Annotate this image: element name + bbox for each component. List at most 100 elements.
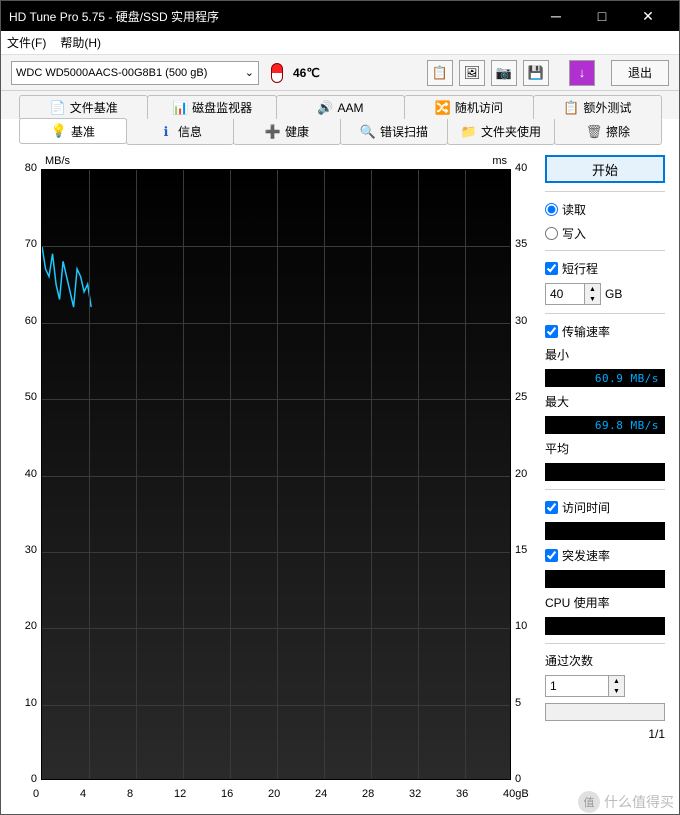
watermark-text: 什么值得买 xyxy=(604,792,674,812)
passes-label: 通过次数 xyxy=(545,652,665,669)
tab-icon: 🔊 xyxy=(318,100,334,116)
menu-file[interactable]: 文件(F) xyxy=(7,34,46,51)
upper-tab-4[interactable]: 📋额外测试 xyxy=(533,95,662,119)
short-stroke-unit: GB xyxy=(605,287,622,301)
y-right-tick: 10 xyxy=(515,620,537,632)
upper-tab-0[interactable]: 📄文件基准 xyxy=(19,95,148,119)
close-button[interactable]: ✕ xyxy=(625,1,671,31)
titlebar: HD Tune Pro 5.75 - 硬盘/SSD 实用程序 ─ □ ✕ xyxy=(1,1,679,31)
y-right-tick: 20 xyxy=(515,468,537,480)
chart-area: MB/s ms 00105201030154020502560307035804… xyxy=(15,155,537,804)
side-panel: 开始 读取 写入 短行程 40 ▲▼ GB 传输速率 最小 60.9 MB/s … xyxy=(545,155,665,804)
menu-help[interactable]: 帮助(H) xyxy=(60,34,101,51)
drive-select-value: WDC WD5000AACS-00G8B1 (500 gB) xyxy=(16,67,207,79)
y-left-tick: 60 xyxy=(15,315,37,327)
y-right-label: ms xyxy=(492,155,507,167)
save-button[interactable]: 💾 xyxy=(523,60,549,86)
thermometer-icon xyxy=(271,63,283,83)
upper-tab-2[interactable]: 🔊 AAM xyxy=(276,95,405,119)
menubar: 文件(F) 帮助(H) xyxy=(1,31,679,55)
xfer-rate-check[interactable] xyxy=(545,325,558,338)
window-title: HD Tune Pro 5.75 - 硬盘/SSD 实用程序 xyxy=(9,8,533,25)
x-tick: 24 xyxy=(315,788,327,800)
copy-screenshot-button[interactable]: 🖼 xyxy=(459,60,485,86)
tab-icon: 📋 xyxy=(563,100,579,116)
lower-tab-4[interactable]: 📁文件夹使用 xyxy=(447,119,555,145)
watermark: 值 什么值得买 xyxy=(578,791,674,813)
upper-tabs: 📄文件基准📊磁盘监视器🔊AAM🔀随机访问📋额外测试 xyxy=(1,91,679,119)
progress-bar xyxy=(545,703,665,721)
tab-icon: 🔀 xyxy=(435,100,451,116)
tab-label: 随机访问 xyxy=(455,99,503,116)
y-left-tick: 80 xyxy=(15,162,37,174)
tab-label: 基准 xyxy=(71,123,95,140)
maximize-button[interactable]: □ xyxy=(579,1,625,31)
short-stroke-spinner[interactable]: 40 ▲▼ xyxy=(545,283,601,305)
avg-value xyxy=(545,463,665,481)
lower-tabs: 💡基准ℹ信息➕健康🔍错误扫描📁文件夹使用🗑擦除 xyxy=(1,119,679,145)
screenshot-button[interactable]: 📷 xyxy=(491,60,517,86)
y-left-tick: 0 xyxy=(15,773,37,785)
y-left-tick: 10 xyxy=(15,697,37,709)
lower-tab-5[interactable]: 🗑擦除 xyxy=(554,119,662,145)
passes-spinner[interactable]: 1 ▲▼ xyxy=(545,675,625,697)
upper-tab-1[interactable]: 📊磁盘监视器 xyxy=(147,95,276,119)
tab-icon: ℹ xyxy=(158,124,174,140)
lower-tab-1[interactable]: ℹ信息 xyxy=(126,119,234,145)
lower-tab-2[interactable]: ➕健康 xyxy=(233,119,341,145)
x-tick: 0 xyxy=(33,788,39,800)
toolbar: WDC WD5000AACS-00G8B1 (500 gB) ⌄ 46℃ 📋 🖼… xyxy=(1,55,679,91)
spin-down-icon[interactable]: ▼ xyxy=(608,686,624,696)
tab-label: 擦除 xyxy=(606,123,630,140)
chart-canvas xyxy=(41,169,511,780)
cpu-usage-value xyxy=(545,617,665,635)
y-right-tick: 40 xyxy=(515,162,537,174)
burst-rate-check[interactable] xyxy=(545,549,558,562)
watermark-icon: 值 xyxy=(578,791,600,813)
x-tick: 20 xyxy=(268,788,280,800)
copy-info-button[interactable]: 📋 xyxy=(427,60,453,86)
tab-icon: 📄 xyxy=(50,100,66,116)
upper-tab-3[interactable]: 🔀随机访问 xyxy=(404,95,533,119)
tab-label: 额外测试 xyxy=(583,99,631,116)
x-tick: 4 xyxy=(80,788,86,800)
write-label: 写入 xyxy=(562,225,586,242)
x-tick: 40gB xyxy=(503,788,529,800)
tab-label: 文件基准 xyxy=(70,99,118,116)
passes-value: 1 xyxy=(546,676,608,696)
y-left-tick: 70 xyxy=(15,238,37,250)
access-time-check[interactable] xyxy=(545,501,558,514)
max-label: 最大 xyxy=(545,393,665,410)
y-right-tick: 0 xyxy=(515,773,537,785)
tab-icon: 📊 xyxy=(172,100,188,116)
y-right-tick: 15 xyxy=(515,544,537,556)
exit-button[interactable]: 退出 xyxy=(611,60,669,86)
write-radio[interactable] xyxy=(545,227,558,240)
tab-label: AAM xyxy=(338,101,364,115)
x-tick: 36 xyxy=(456,788,468,800)
y-right-tick: 30 xyxy=(515,315,537,327)
y-right-tick: 35 xyxy=(515,238,537,250)
y-left-tick: 20 xyxy=(15,620,37,632)
tab-icon: 🔍 xyxy=(360,124,376,140)
burst-rate-value xyxy=(545,570,665,588)
spin-up-icon[interactable]: ▲ xyxy=(608,676,624,686)
min-label: 最小 xyxy=(545,346,665,363)
burst-rate-label: 突发速率 xyxy=(562,547,610,564)
start-button[interactable]: 开始 xyxy=(545,155,665,183)
x-tick: 28 xyxy=(362,788,374,800)
x-tick: 16 xyxy=(221,788,233,800)
read-radio[interactable] xyxy=(545,203,558,216)
options-button[interactable]: ↓ xyxy=(569,60,595,86)
spin-down-icon[interactable]: ▼ xyxy=(584,294,600,304)
tab-icon: ➕ xyxy=(265,124,281,140)
spin-up-icon[interactable]: ▲ xyxy=(584,284,600,294)
minimize-button[interactable]: ─ xyxy=(533,1,579,31)
passes-fraction: 1/1 xyxy=(545,727,665,741)
lower-tab-0[interactable]: 💡基准 xyxy=(19,118,127,144)
short-stroke-check[interactable] xyxy=(545,262,558,275)
temperature-value: 46℃ xyxy=(293,66,320,80)
lower-tab-3[interactable]: 🔍错误扫描 xyxy=(340,119,448,145)
drive-select[interactable]: WDC WD5000AACS-00G8B1 (500 gB) ⌄ xyxy=(11,61,259,85)
tab-label: 健康 xyxy=(285,123,309,140)
